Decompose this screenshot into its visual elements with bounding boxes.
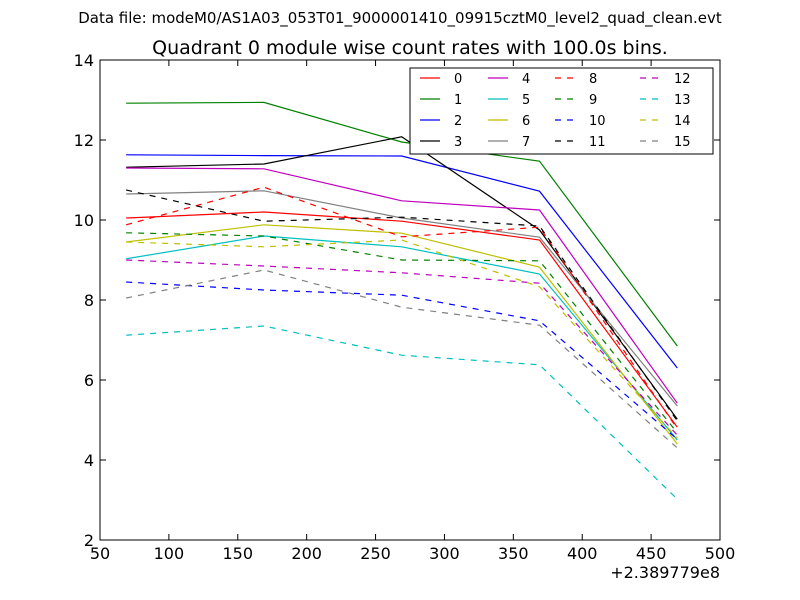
y-tick-label: 12 [74, 131, 94, 150]
x-tick-label: 450 [636, 544, 667, 563]
legend-label-10: 10 [589, 114, 606, 129]
x-tick-label: 200 [291, 544, 322, 563]
series-line-5 [126, 235, 678, 441]
y-tick-label: 6 [84, 371, 94, 390]
y-tick-label: 2 [84, 531, 94, 550]
y-tick-label: 14 [74, 51, 94, 70]
legend-label-4: 4 [522, 72, 530, 87]
series-line-1 [126, 101, 678, 347]
x-tick-label: 250 [360, 544, 391, 563]
y-tick-label: 8 [84, 291, 94, 310]
legend-label-6: 6 [522, 114, 530, 129]
datafile-label: Data file: modeM0/AS1A03_053T01_90000014… [78, 9, 722, 28]
x-tick-label: 500 [705, 544, 736, 563]
x-tick-label: 300 [429, 544, 460, 563]
legend-label-14: 14 [674, 114, 691, 129]
series-line-8 [126, 186, 678, 430]
x-tick-label: 150 [223, 544, 254, 563]
legend-label-12: 12 [674, 72, 691, 87]
chart-title: Quadrant 0 module wise count rates with … [152, 37, 668, 59]
series-line-4 [126, 167, 678, 404]
legend-label-1: 1 [454, 93, 462, 108]
legend-label-15: 15 [674, 135, 691, 150]
series-line-2 [126, 154, 678, 369]
series-line-15 [126, 269, 678, 449]
legend-label-0: 0 [454, 72, 462, 87]
series-line-0 [126, 211, 678, 428]
legend-label-11: 11 [589, 135, 606, 150]
axis-ticks [99, 59, 721, 541]
x-tick-label: 400 [567, 544, 598, 563]
x-tick-label: 50 [90, 544, 110, 563]
legend-label-5: 5 [522, 93, 530, 108]
series-line-3 [126, 136, 678, 420]
y-tick-label: 10 [74, 211, 94, 230]
x-tick-label: 350 [498, 544, 529, 563]
series-line-14 [126, 239, 678, 439]
legend-label-7: 7 [522, 135, 530, 150]
series-line-9 [126, 232, 678, 434]
plot-lines [126, 101, 678, 500]
legend-label-2: 2 [454, 114, 462, 129]
x-tick-labels: 50 100 150 200 250 300 350 400 450 500 [90, 544, 735, 563]
x-tick-label: 100 [154, 544, 185, 563]
legend-label-8: 8 [589, 72, 597, 87]
legend-label-13: 13 [674, 93, 691, 108]
legend-label-3: 3 [454, 135, 462, 150]
y-tick-labels: 2 4 6 8 10 12 14 [74, 51, 94, 550]
series-line-11 [126, 189, 678, 422]
legend-frame [409, 67, 714, 155]
y-tick-label: 4 [84, 451, 94, 470]
series-line-12 [126, 259, 678, 436]
legend-label-9: 9 [589, 93, 597, 108]
x-offset-label: +2.389779e8 [610, 563, 720, 582]
series-line-6 [126, 224, 678, 445]
series-line-13 [126, 325, 678, 500]
